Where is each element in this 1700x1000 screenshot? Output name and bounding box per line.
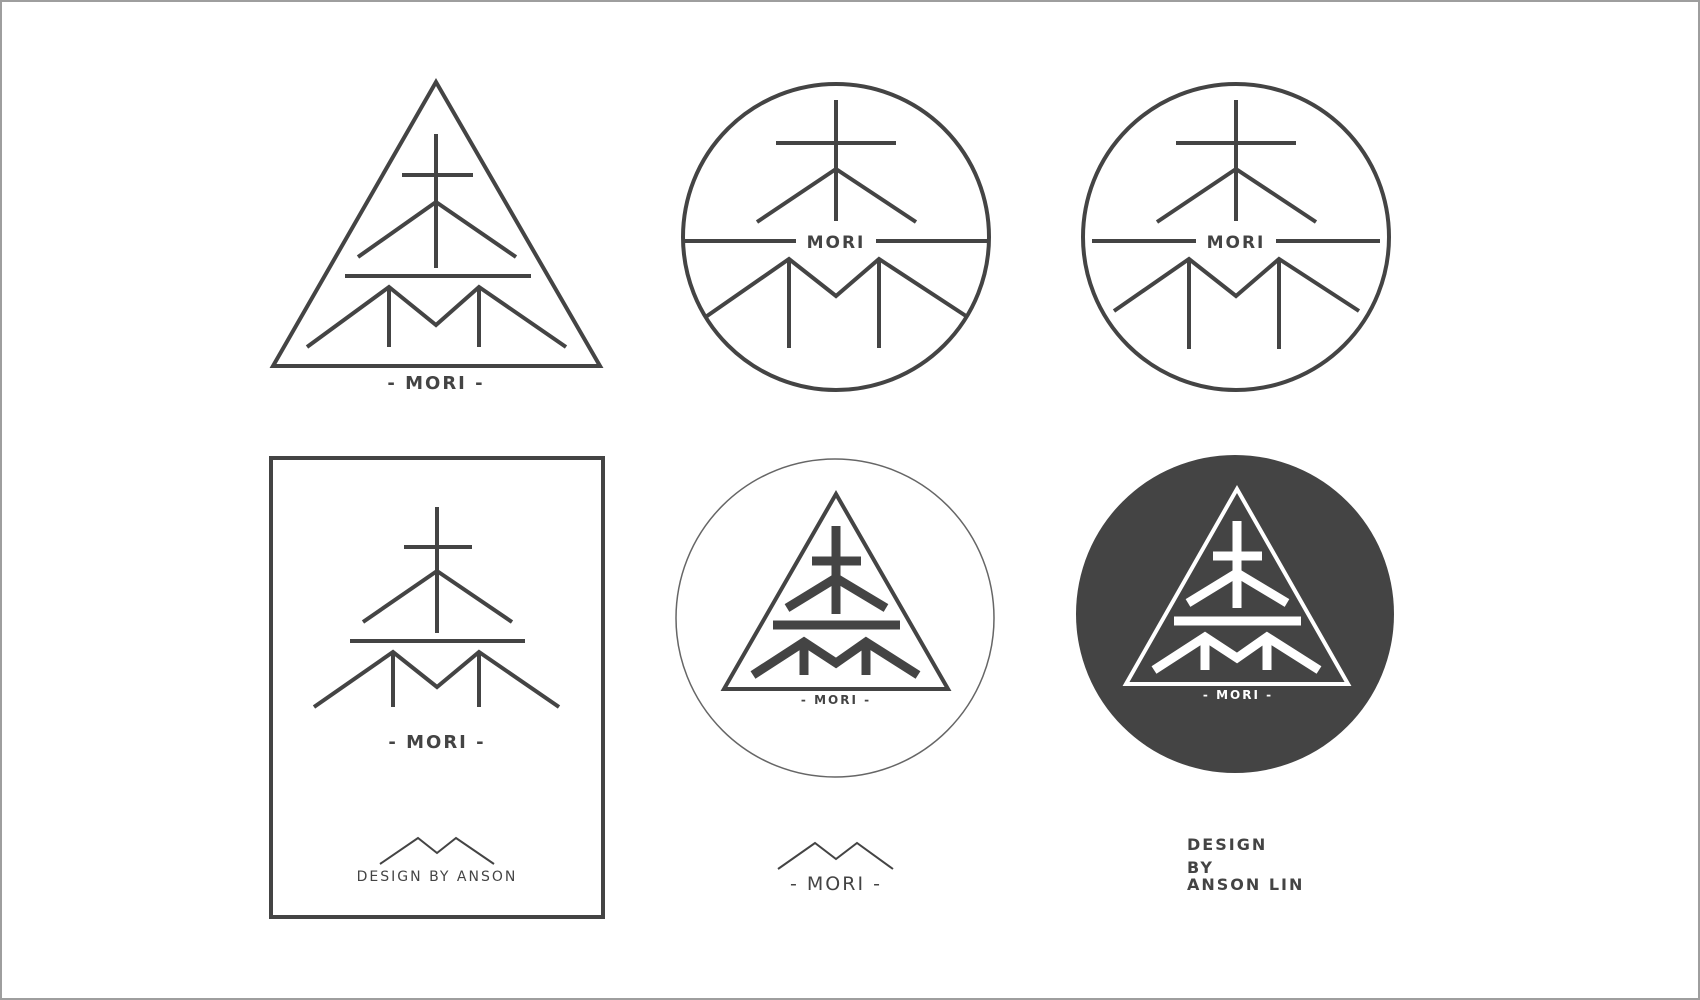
credit-line-2: BY <box>1187 858 1214 877</box>
credit-line-1: DESIGN <box>1187 835 1267 854</box>
circle-outline <box>1081 82 1391 392</box>
dark-circle-badge-label: - MORI - <box>1203 688 1273 702</box>
circle-outline <box>681 82 991 392</box>
card-logo-label: - MORI - <box>388 732 485 753</box>
triangle-logo <box>269 77 604 368</box>
card-logo <box>269 456 605 919</box>
triangle-outline <box>1122 484 1352 686</box>
circle-logo-inset <box>1081 82 1391 392</box>
credit-line-3: ANSON LIN <box>1187 875 1304 894</box>
circle-fill <box>1076 455 1394 773</box>
triangle-outline <box>269 77 604 368</box>
thin-circle-badge-footer: - MORI - <box>790 873 882 895</box>
dark-circle-badge <box>1076 455 1394 773</box>
circle-logo-full-label: MORI <box>807 233 866 253</box>
card-outline <box>269 456 605 919</box>
tree-mark <box>305 134 568 349</box>
circle-logo-inset-label: MORI <box>1207 233 1266 253</box>
circle-logo-full <box>681 82 991 392</box>
triangle-logo-label: - MORI - <box>387 373 484 394</box>
card-logo-footer: DESIGN BY ANSON <box>357 869 518 885</box>
tree-mark <box>1092 100 1380 349</box>
tree-mark <box>750 526 921 679</box>
thin-circle-badge <box>675 458 995 778</box>
tree-mark <box>684 100 988 348</box>
tree-mark <box>312 507 561 709</box>
mountain-mark <box>777 841 894 870</box>
tree-mark <box>1151 521 1322 674</box>
mountain-mark <box>379 836 495 865</box>
triangle-outline <box>720 489 952 691</box>
circle-outline <box>675 458 995 778</box>
thin-circle-badge-label: - MORI - <box>801 693 871 707</box>
